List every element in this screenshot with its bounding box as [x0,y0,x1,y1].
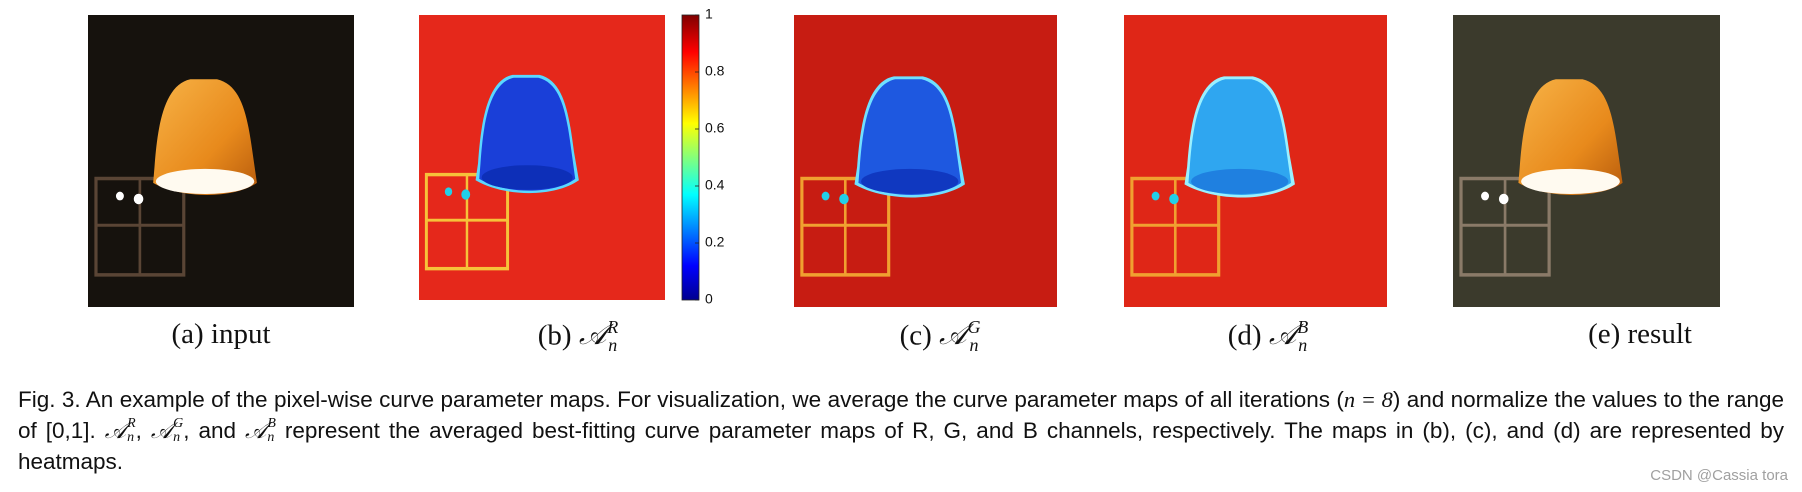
figure-images: 0 0.2 0.4 0.6 0.8 1 [88,6,1720,307]
caption-text: represent the averaged best-fitting curv… [18,418,1784,474]
subscript: n [267,429,275,445]
light-spot [821,191,830,201]
light-spot [1151,191,1160,201]
panel-label: (d) [1227,319,1262,352]
caption-math: n = 8 [1343,387,1393,412]
panel-image [88,15,354,307]
colorbar [681,14,700,301]
lamp-opening [155,168,255,194]
symbol: 𝒜 [245,418,267,443]
colorbar-tick-label: 0 [705,291,713,307]
superscript: B [1297,317,1309,337]
light-spot [1169,193,1179,205]
symbol: 𝒜 [578,319,607,352]
subscript: n [608,334,618,355]
colorbar-tick-label: 1 [705,6,713,22]
lamp-opening [1521,168,1620,194]
superscript: G [967,317,981,337]
colorbar-tick-label: 0.4 [705,177,725,193]
lamp [858,79,962,195]
lamp-opening [861,168,959,194]
subscript: n [173,429,181,445]
superscript: G [173,415,184,431]
subscript: n [127,429,135,445]
light-spot [133,193,144,205]
superscript: R [127,415,136,431]
superscript: R [607,317,619,337]
superscript: B [267,415,276,431]
light-spot [1498,193,1509,205]
symbol: 𝒜 [1268,319,1297,352]
panel-image [794,15,1057,307]
light-spot [444,187,453,196]
lamp [479,77,576,191]
symbol: 𝒜 [939,319,967,352]
caption-text: , and [183,418,246,443]
lamp [1518,79,1623,195]
panel-label: (b) [537,319,572,352]
colorbar-tick-label: 0.2 [705,234,725,250]
subscript: n [969,334,979,355]
lamp-opening [1191,168,1289,194]
watermark: CSDN @Cassia tora [1650,467,1788,484]
subscript: n [1298,334,1308,355]
light-spot [115,191,124,201]
panel-label: (c) [899,319,932,352]
caption-text: Fig. 3. An example of the pixel-wise cur… [18,387,1344,412]
light-spot [839,193,849,205]
panel-label: (a) input [171,318,271,350]
caption-text: , [135,418,151,443]
colorbar-tick-label: 0.8 [705,63,725,79]
light-spot [1481,191,1490,201]
panel-image [419,15,665,300]
panel-image [1453,15,1720,307]
lamp [153,79,257,195]
colorbar-tick-label: 0.6 [705,120,725,136]
panel-caption: (a) input [71,318,371,351]
light-spot [461,189,471,200]
panel-image [1124,15,1387,307]
panel-caption: (e) result [1490,318,1790,351]
lamp-opening [481,165,573,190]
figure-caption: Fig. 3. An example of the pixel-wise cur… [18,384,1784,477]
caption-text: ) and normalize the values to the range … [18,387,1784,443]
symbol: 𝒜 [104,418,127,443]
symbol: 𝒜 [150,418,173,443]
lamp [1188,79,1292,195]
panel-label: (e) result [1588,318,1692,350]
